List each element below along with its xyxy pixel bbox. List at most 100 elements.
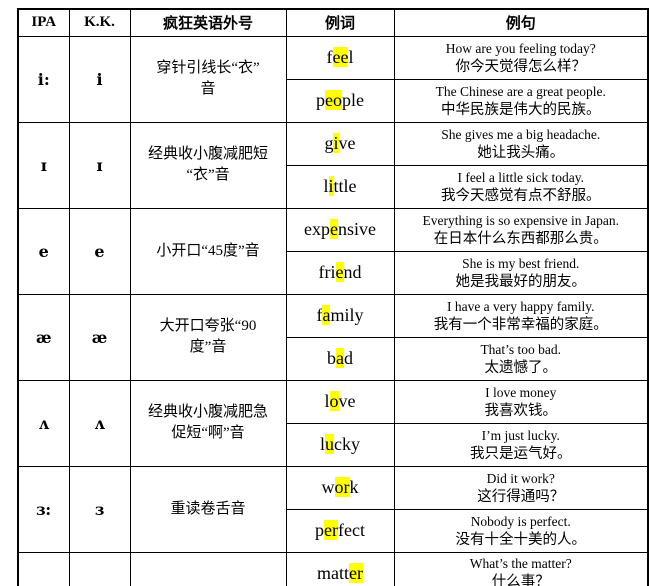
word-cell: people (285, 78, 395, 123)
word-part: f (316, 305, 323, 325)
sentence-chinese: 中华民族是伟大的民族。 (441, 101, 601, 118)
sentence-english: The Chinese are a great people. (435, 83, 606, 99)
word-part: b (327, 348, 336, 368)
ipa-cell: ʌ (17, 379, 70, 467)
phonics-table: IPA K.K. 疯狂英语外号 例词 例句 i: i 穿针引线长“衣” 音 fe… (17, 8, 649, 586)
sentence-cell: How are you feeling today? 你今天觉得怎么样？ (393, 35, 649, 80)
header-kk: K.K. (68, 8, 131, 37)
word-highlight: er (324, 520, 338, 540)
nickname-line: 小开口“45度”音 (156, 242, 260, 259)
word-highlight: i (333, 133, 339, 153)
sentence-cell: That’s too bad. 太遗憾了。 (393, 336, 649, 381)
word-part: l (323, 176, 329, 196)
word-part: ve (338, 133, 356, 153)
sentence-english: Nobody is perfect. (470, 513, 571, 529)
nickname-line: 穿针引线长“衣” (156, 60, 260, 76)
kk-cell: e (68, 207, 131, 295)
word-cell: lucky (285, 422, 395, 467)
sentence-english: I have a very happy family. (446, 298, 595, 314)
word-highlight: e (335, 262, 344, 282)
word-part: f (326, 47, 333, 67)
word-highlight: eo (325, 90, 342, 110)
word-cell: work (285, 465, 395, 510)
sentence-cell: I love money 我喜欢钱。 (393, 379, 649, 424)
sentence-chinese: 我喜欢钱。 (484, 402, 558, 419)
table-row: ɪ ɪ 经典收小腹减肥短 “衣”音 give She gives me a bi… (17, 121, 649, 209)
header-nickname: 疯狂英语外号 (129, 8, 287, 37)
nickname-cell: 穿针引线长“衣” 音 (129, 35, 287, 123)
sentence-cell: I feel a little sick today. 我今天感觉有点不舒服。 (393, 164, 649, 209)
table-row: i: i 穿针引线长“衣” 音 feel How are you feeling… (17, 35, 649, 123)
nickname-line: 音 (200, 81, 216, 97)
word-cell: matter (285, 551, 395, 586)
sentence-chinese: 她让我头痛。 (477, 144, 565, 161)
word-highlight: i (328, 176, 334, 196)
sentence-english: I’m just lucky. (481, 427, 560, 443)
sentence-english: How are you feeling today? (445, 40, 596, 56)
sentence-chinese: 我有一个非常幸福的家庭。 (433, 316, 608, 333)
nickname-line: 促短“啊”音 (171, 425, 245, 441)
word-part: mily (330, 305, 364, 325)
word-cell: little (285, 164, 395, 209)
table-row: ɜ: ɜ 重读卷舌音 work Did it work? 这行得通吗？ (17, 465, 649, 553)
word-part: k (349, 477, 359, 497)
sentence-cell: Did it work? 这行得通吗？ (393, 465, 649, 510)
header-example-sentence: 例句 (393, 8, 649, 37)
table-row: people The Chinese are a great people. 中… (18, 78, 649, 123)
kk-cell: ɜ (68, 465, 131, 553)
kk-cell: ʌ (68, 379, 131, 467)
nickname-line: 经典收小腹减肥急 (147, 404, 268, 420)
word-highlight: er (349, 562, 363, 583)
sentence-chinese: 在日本什么东西都那么贵。 (433, 230, 608, 247)
word-highlight: a (336, 348, 344, 368)
sentence-chinese: 什么事？ (491, 574, 550, 586)
sentence-cell: What’s the matter? 什么事？ (393, 551, 649, 586)
word-cell: expensive (285, 207, 395, 252)
sentence-english: She gives me a big headache. (441, 126, 601, 142)
sentence-cell: I have a very happy family. 我有一个非常幸福的家庭。 (393, 293, 649, 338)
sentence-cell: Everything is so expensive in Japan. 在日本… (393, 207, 649, 252)
sentence-english: I feel a little sick today. (457, 169, 585, 185)
sentence-cell: I’m just lucky. 我只是运气好。 (393, 422, 649, 467)
sentence-english: That’s too bad. (480, 341, 562, 357)
sentence-cell: The Chinese are a great people. 中华民族是伟大的… (393, 78, 649, 123)
sentence-chinese: 你今天觉得怎么样？ (455, 58, 587, 75)
nickname-line: 重读卷舌音 (170, 500, 246, 517)
word-cell: friend (285, 250, 395, 295)
word-part: l (319, 434, 325, 454)
sentence-chinese: 她是我最好的朋友。 (455, 273, 587, 290)
word-part: fect (338, 520, 365, 540)
sentence-chinese: 太遗憾了。 (484, 359, 558, 376)
word-highlight: ee (332, 47, 349, 67)
kk-cell (68, 551, 131, 586)
word-part: g (324, 133, 334, 153)
nickname-cell: 大开口夸张“90 度”音 (129, 293, 287, 381)
kk-cell: ɪ (68, 121, 131, 209)
ipa-cell: e (17, 207, 70, 295)
word-part: l (348, 47, 354, 67)
kk-cell: æ (68, 293, 131, 381)
table-row: lucky I’m just lucky. 我只是运气好。 (18, 422, 649, 467)
word-highlight: o (329, 391, 339, 411)
word-part: ttle (333, 176, 357, 196)
ipa-cell (17, 551, 70, 586)
nickname-line: 度”音 (189, 339, 227, 355)
word-part: p (315, 520, 325, 540)
sentence-english: She is my best friend. (462, 255, 580, 271)
table-row: æ æ 大开口夸张“90 度”音 family I have a very ha… (17, 293, 649, 381)
word-part: p (316, 90, 325, 110)
table-row: ʌ ʌ 经典收小腹减肥急 促短“啊”音 love I love money 我喜… (17, 379, 649, 467)
word-cell: love (285, 379, 395, 424)
word-cell: feel (285, 35, 395, 80)
word-part: w (321, 477, 335, 497)
header-example-word: 例词 (285, 8, 395, 37)
word-part: fri (318, 262, 336, 282)
word-part: ple (342, 90, 364, 110)
word-part: exp (304, 219, 330, 239)
ipa-cell: ɜ: (17, 465, 70, 553)
table-row: little I feel a little sick today. 我今天感觉… (18, 164, 649, 209)
nickname-cell: 小开口“45度”音 (129, 207, 287, 295)
header-ipa: IPA (17, 8, 70, 37)
sentence-chinese: 我今天感觉有点不舒服。 (441, 187, 601, 204)
